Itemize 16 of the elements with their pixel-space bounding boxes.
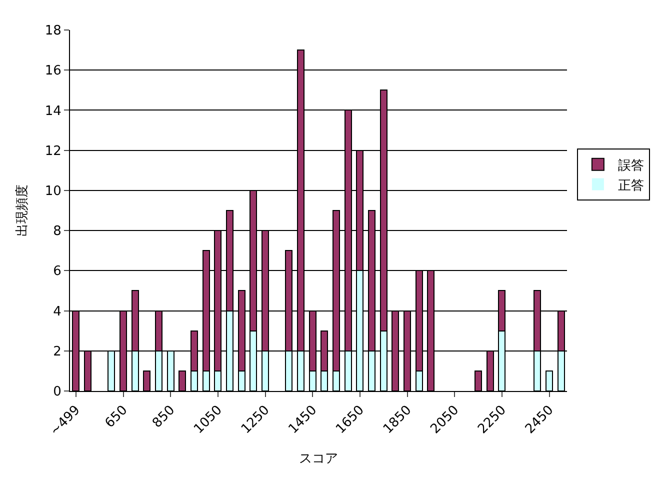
y-tick-label: 14: [44, 104, 62, 119]
legend-label: 誤答: [618, 158, 644, 174]
y-tick-label: 6: [53, 264, 62, 280]
y-tick-label: 10: [44, 184, 62, 199]
y-tick-label: 18: [44, 24, 62, 39]
legend-label: 正答: [618, 178, 644, 194]
y-tick-label: 12: [44, 144, 62, 159]
x-axis-title: スコア: [299, 451, 338, 466]
y-tick-label: 16: [44, 64, 62, 79]
x-tick-label: 850: [150, 402, 178, 432]
x-tick-label: 650: [102, 402, 131, 432]
y-tick-label: 2: [53, 344, 62, 360]
y-tick-label: 8: [53, 224, 62, 240]
y-tick-label: 0: [53, 384, 62, 400]
y-axis-title: 出現頻度: [14, 184, 30, 236]
y-tick-label: 4: [53, 304, 62, 320]
